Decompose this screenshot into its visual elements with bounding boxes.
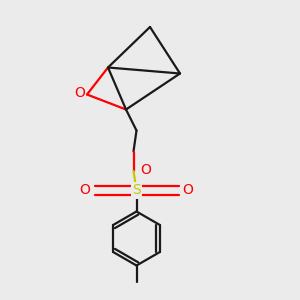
Text: O: O [80,184,90,197]
Text: O: O [140,163,151,176]
Text: O: O [183,184,194,197]
Text: S: S [132,184,141,197]
Text: O: O [74,86,85,100]
